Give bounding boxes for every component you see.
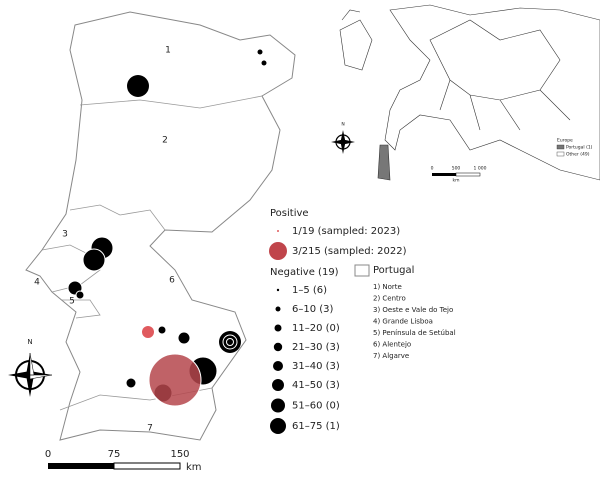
- legend-symbol: [270, 418, 286, 434]
- inset-scale: [455, 172, 481, 177]
- inset-compass: [331, 130, 355, 154]
- legend-symbol: [274, 324, 282, 332]
- legend-symbol: [271, 398, 285, 413]
- legend-symbol: [273, 361, 283, 371]
- legend-item: 1/19 (sampled: 2023): [292, 226, 400, 237]
- region-name: 1) Norte: [373, 283, 402, 291]
- inset-scale-unit: km: [453, 178, 460, 184]
- inset-swatch: [556, 151, 565, 157]
- legend-item: 3/215 (sampled: 2022): [292, 246, 407, 257]
- legend-item: 6–10 (3): [292, 304, 334, 315]
- legend-symbol: [272, 379, 284, 391]
- inset-scale-tick: 1 000: [474, 166, 487, 172]
- compass: [8, 352, 53, 397]
- legend-symbol: [275, 306, 281, 312]
- region-label: 3: [62, 230, 68, 240]
- inset-scale: [432, 173, 456, 176]
- region-name: 2) Centro: [373, 295, 406, 303]
- region-name: 6) Alentejo: [373, 341, 411, 349]
- inset-legend-item: Other (49): [566, 152, 590, 158]
- region-label: 2: [162, 136, 168, 146]
- europe-inset: [339, 4, 600, 181]
- legend-item: 51–60 (0): [292, 401, 340, 412]
- region-label: 5: [69, 297, 75, 307]
- region-label: 1: [165, 46, 171, 56]
- inset-swatch: [556, 144, 565, 150]
- north-label: N: [27, 338, 32, 346]
- legend-item: 61–75 (1): [292, 421, 340, 432]
- legend-item: Portugal: [373, 265, 414, 276]
- legend-symbol: [276, 288, 280, 292]
- scale-tick: 75: [108, 449, 121, 460]
- legend-title: Negative (19): [270, 267, 339, 278]
- legend-item: 11–20 (0): [292, 323, 340, 334]
- sites: [67, 49, 267, 407]
- scale-unit: km: [186, 462, 202, 473]
- legend-item: 21–30 (3): [292, 342, 340, 353]
- legend-item: 31–40 (3): [292, 361, 340, 372]
- region-name: 4) Grande Lisboa: [373, 318, 433, 326]
- legend-item: 1–5 (6): [292, 285, 327, 296]
- scale-tick: 0: [45, 449, 51, 460]
- inset-north: N: [341, 122, 344, 128]
- region-label: 6: [169, 276, 175, 286]
- inset-scale-tick: 0: [431, 166, 434, 172]
- legend-title: Positive: [270, 208, 309, 219]
- legend-symbol: [273, 342, 283, 352]
- region-label: 4: [34, 278, 40, 288]
- inset-legend-item: Portugal (1): [566, 145, 593, 151]
- legend-item: 41–50 (3): [292, 380, 340, 391]
- region-name: 7) Algarve: [373, 352, 409, 360]
- region-name: 3) Oeste e Vale do Tejo: [373, 306, 453, 314]
- region-label: 7: [147, 424, 153, 434]
- scale-bar: [48, 462, 181, 470]
- scale-tick: 150: [170, 449, 189, 460]
- inset-legend-title: Europe: [557, 138, 573, 144]
- inset-scale-tick: 500: [452, 166, 461, 172]
- legend: Positive 1/19 (sampled: 2023) 3/215 (sam…: [269, 208, 414, 278]
- region-name: 5) Península de Setúbal: [373, 329, 456, 337]
